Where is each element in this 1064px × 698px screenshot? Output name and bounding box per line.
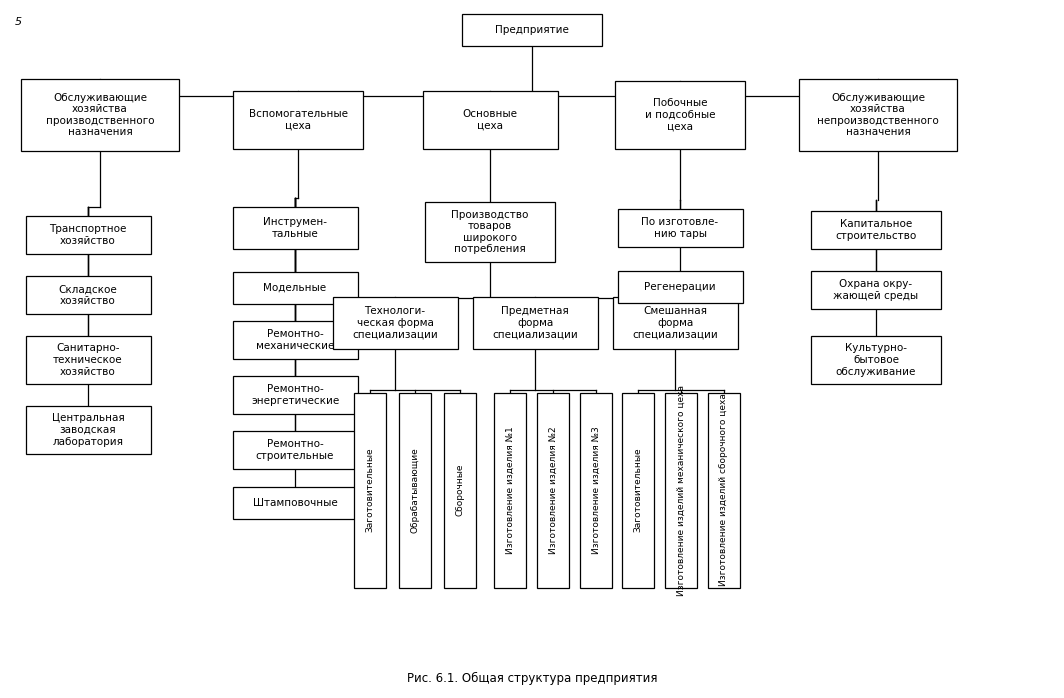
FancyBboxPatch shape	[537, 392, 569, 588]
Text: Санитарно-
техническое
хозяйство: Санитарно- техническое хозяйство	[53, 343, 122, 377]
Text: Изготовление изделий сборочного цеха: Изготовление изделий сборочного цеха	[719, 394, 729, 586]
Text: Модельные: Модельные	[264, 283, 327, 293]
FancyBboxPatch shape	[233, 207, 358, 249]
Text: Смешанная
форма
специализации: Смешанная форма специализации	[632, 306, 718, 340]
Text: Изготовление изделия №1: Изготовление изделия №1	[505, 426, 515, 554]
Text: Инструмен-
тальные: Инструмен- тальные	[263, 217, 327, 239]
FancyBboxPatch shape	[26, 216, 150, 254]
Text: Охрана окру-
жающей среды: Охрана окру- жающей среды	[833, 279, 918, 301]
Text: Изготовление изделий механического цеха: Изготовление изделий механического цеха	[677, 385, 685, 595]
Text: Ремонтно-
энергетические: Ремонтно- энергетические	[251, 384, 339, 406]
FancyBboxPatch shape	[617, 271, 743, 303]
Text: Предметная
форма
специализации: Предметная форма специализации	[493, 306, 578, 340]
FancyBboxPatch shape	[665, 392, 697, 588]
Text: Технологи-
ческая форма
специализации: Технологи- ческая форма специализации	[352, 306, 438, 340]
Text: Заготовительные: Заготовительные	[633, 447, 643, 533]
FancyBboxPatch shape	[233, 376, 358, 414]
FancyBboxPatch shape	[472, 297, 598, 349]
Text: Сборочные: Сборочные	[455, 463, 465, 517]
Text: Изготовление изделия №3: Изготовление изделия №3	[592, 426, 600, 554]
Text: Обслуживающие
хозяйства
производственного
назначения: Обслуживающие хозяйства производственног…	[46, 93, 154, 138]
FancyBboxPatch shape	[799, 79, 957, 151]
Text: Предприятие: Предприятие	[495, 25, 569, 35]
Text: Изготовление изделия №2: Изготовление изделия №2	[549, 426, 558, 554]
Text: Заготовительные: Заготовительные	[366, 447, 375, 533]
FancyBboxPatch shape	[233, 431, 358, 469]
FancyBboxPatch shape	[462, 14, 602, 46]
Text: Транспортное
хозяйство: Транспортное хозяйство	[49, 224, 127, 246]
FancyBboxPatch shape	[811, 271, 941, 309]
FancyBboxPatch shape	[354, 392, 386, 588]
Text: Штамповочные: Штамповочные	[252, 498, 337, 508]
FancyBboxPatch shape	[26, 336, 150, 384]
FancyBboxPatch shape	[26, 406, 150, 454]
FancyBboxPatch shape	[425, 202, 555, 262]
FancyBboxPatch shape	[422, 91, 558, 149]
Text: Ремонтно-
механические: Ремонтно- механические	[255, 329, 334, 351]
Text: Производство
товаров
широкого
потребления: Производство товаров широкого потреблени…	[451, 209, 529, 254]
Text: Обслуживающие
хозяйства
непроизводственного
назначения: Обслуживающие хозяйства непроизводственн…	[817, 93, 938, 138]
FancyBboxPatch shape	[615, 81, 745, 149]
Text: По изготовле-
нию тары: По изготовле- нию тары	[642, 217, 718, 239]
Text: Культурно-
бытовое
обслуживание: Культурно- бытовое обслуживание	[836, 343, 916, 377]
FancyBboxPatch shape	[617, 209, 743, 247]
Text: Капитальное
строительство: Капитальное строительство	[835, 219, 916, 241]
FancyBboxPatch shape	[233, 487, 358, 519]
FancyBboxPatch shape	[444, 392, 476, 588]
FancyBboxPatch shape	[811, 336, 941, 384]
FancyBboxPatch shape	[26, 276, 150, 314]
Text: 5: 5	[15, 17, 21, 27]
Text: Рис. 6.1. Общая структура предприятия: Рис. 6.1. Общая структура предприятия	[406, 671, 658, 685]
Text: Центральная
заводская
лаборатория: Центральная заводская лаборатория	[52, 413, 124, 447]
Text: Обрабатывающие: Обрабатывающие	[411, 447, 419, 533]
FancyBboxPatch shape	[708, 392, 739, 588]
Text: Складское
хозяйство: Складское хозяйство	[59, 284, 117, 306]
Text: Основные
цеха: Основные цеха	[463, 109, 517, 131]
FancyBboxPatch shape	[580, 392, 612, 588]
Text: Регенерации: Регенерации	[644, 282, 716, 292]
FancyBboxPatch shape	[613, 297, 737, 349]
FancyBboxPatch shape	[494, 392, 526, 588]
FancyBboxPatch shape	[399, 392, 431, 588]
Text: Побочные
и подсобные
цеха: Побочные и подсобные цеха	[645, 98, 715, 132]
FancyBboxPatch shape	[233, 321, 358, 359]
FancyBboxPatch shape	[811, 211, 941, 249]
FancyBboxPatch shape	[233, 272, 358, 304]
FancyBboxPatch shape	[332, 297, 458, 349]
FancyBboxPatch shape	[233, 91, 363, 149]
FancyBboxPatch shape	[21, 79, 179, 151]
Text: Ремонтно-
строительные: Ремонтно- строительные	[255, 439, 334, 461]
FancyBboxPatch shape	[622, 392, 654, 588]
Text: Вспомогательные
цеха: Вспомогательные цеха	[249, 109, 348, 131]
